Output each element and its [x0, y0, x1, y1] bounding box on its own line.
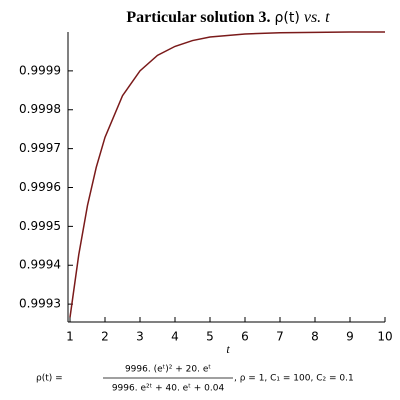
y-tick-label: 0.9995: [19, 219, 61, 233]
y-tick-label: 0.9998: [19, 102, 61, 116]
formula-lhs: ρ(t) =: [36, 374, 63, 384]
y-tick-label: 0.9994: [19, 258, 61, 272]
x-tick-label: 10: [377, 330, 392, 344]
title-text: Particular solution 3.: [126, 9, 270, 26]
y-tick-label: 0.9996: [19, 180, 61, 194]
line: [69, 31, 385, 318]
x-tick-label: 7: [276, 330, 284, 344]
x-tick-label: 6: [241, 330, 249, 344]
formula-params: , ρ = 1, C₁ = 100, C₂ = 0.1: [234, 374, 354, 384]
x-tick-label: 3: [136, 330, 144, 344]
y-tick-label: 0.9997: [19, 141, 61, 155]
title-function: ρ(t): [275, 10, 300, 26]
formula-denominator: 9996. e²ᵗ + 40. eᵗ + 0.04: [112, 384, 225, 394]
formula-numerator: 9996. (eᵗ)² + 20. eᵗ: [125, 365, 211, 375]
x-tick-label: 5: [206, 330, 214, 344]
title-vs: vs. t: [304, 9, 330, 26]
x-tick-label: 2: [101, 330, 109, 344]
x-tick-label: 4: [171, 330, 179, 344]
x-tick-label: 1: [66, 330, 74, 344]
x-tick-label: 8: [311, 330, 319, 344]
x-axis-label: t: [226, 342, 230, 356]
chart-title: Particular solution 3. ρ(t) vs. t: [126, 9, 330, 26]
formula: ρ(t) = 9996. (eᵗ)² + 20. eᵗ 9996. e²ᵗ + …: [36, 365, 354, 394]
y-tick-label: 0.9993: [19, 297, 61, 311]
x-tick-label: 9: [346, 330, 354, 344]
y-tick-label: 0.9999: [19, 63, 61, 77]
